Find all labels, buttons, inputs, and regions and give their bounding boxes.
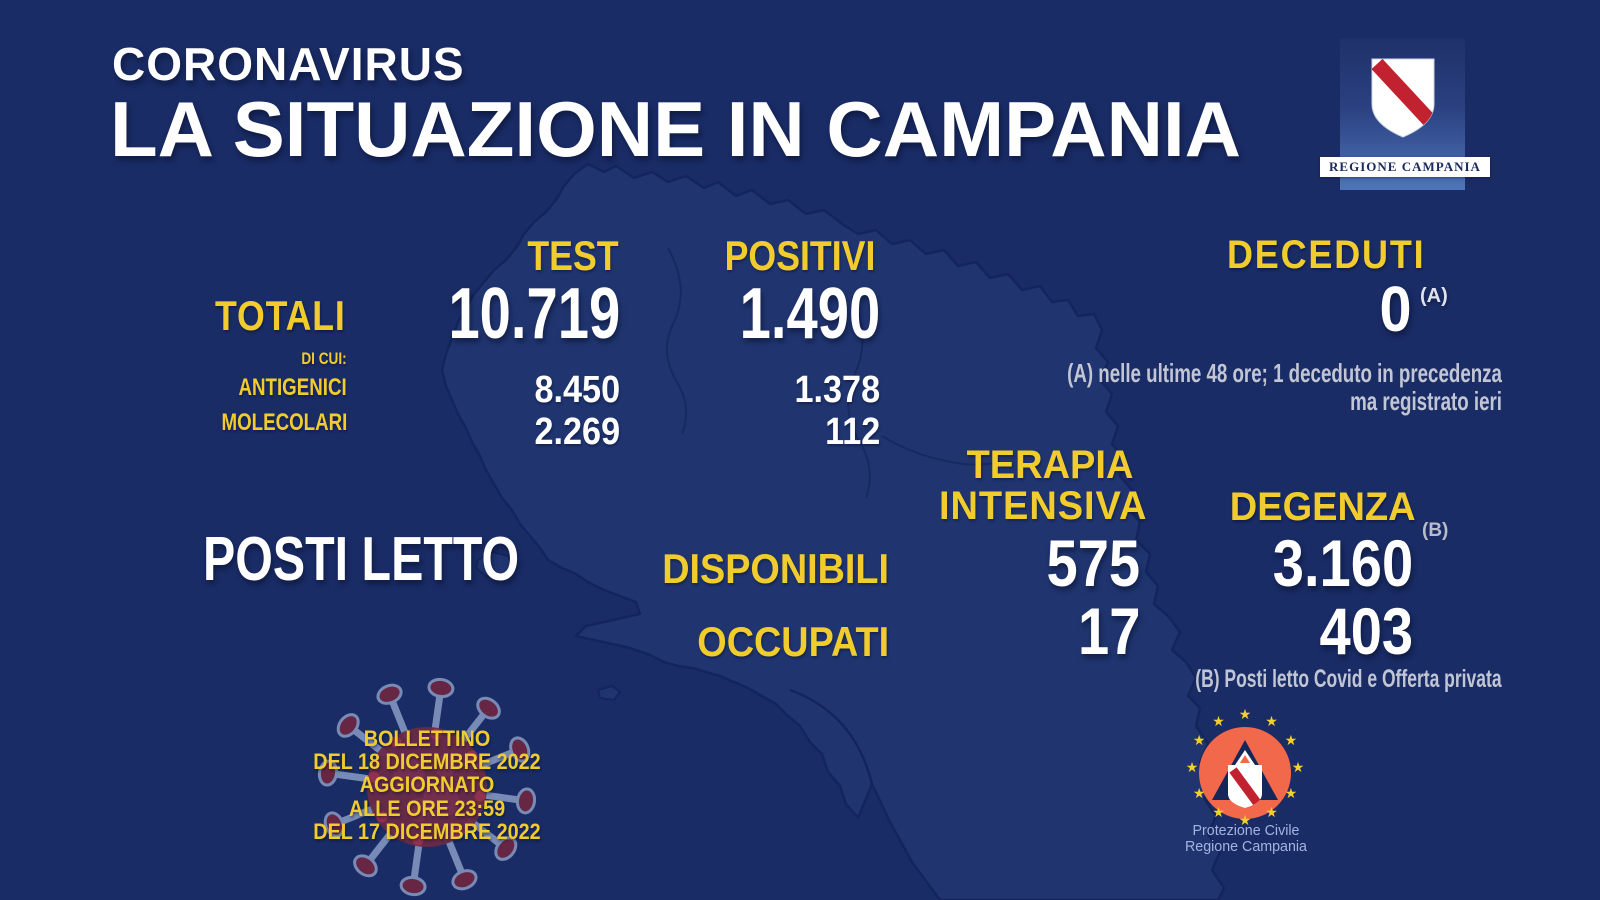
protezione-civile-label-line1: Protezione Civile bbox=[1192, 822, 1300, 839]
occupati-label: OCCUPATI bbox=[697, 618, 889, 665]
deceduti-value: 0 bbox=[1379, 273, 1412, 345]
bulletin-line3: AGGIORNATO bbox=[359, 772, 495, 797]
campania-map-outline bbox=[440, 162, 1226, 900]
occupati-terapia-value: 17 bbox=[1077, 594, 1140, 668]
di-cui-label: DI CUI: bbox=[301, 349, 347, 368]
terapia-intensiva-label-line1: TERAPIA bbox=[966, 443, 1134, 487]
ischia-island bbox=[474, 550, 514, 580]
bulletin-line2: DEL 18 DICEMBRE 2022 bbox=[313, 749, 541, 774]
svg-text:★: ★ bbox=[1292, 760, 1305, 776]
disponibili-degenza-value: 3.160 bbox=[1272, 526, 1413, 600]
protezione-civile-label-line2: Regione Campania bbox=[1184, 838, 1307, 855]
svg-text:★: ★ bbox=[1285, 786, 1298, 802]
virus-spikes bbox=[317, 677, 537, 897]
test-total-value: 10.719 bbox=[448, 274, 620, 354]
regione-campania-banner-label: REGIONE CAMPANIA bbox=[1329, 159, 1481, 174]
pc-stars: ★ ★ ★ ★ ★ ★ ★ ★ ★ ★ ★ ★ bbox=[1186, 707, 1305, 828]
positivi-molecolari-value: 112 bbox=[824, 411, 880, 453]
protezione-civile-logo: ★ ★ ★ ★ ★ ★ ★ ★ ★ ★ ★ ★ bbox=[1186, 707, 1305, 828]
virus-icon bbox=[317, 677, 537, 897]
antigenici-label: ANTIGENICI bbox=[238, 374, 347, 401]
virus-body bbox=[367, 727, 487, 847]
svg-text:★: ★ bbox=[1285, 733, 1298, 749]
regione-campania-banner: REGIONE CAMPANIA bbox=[1320, 157, 1490, 177]
beds-note: (B) Posti letto Covid e Offerta privata bbox=[1195, 665, 1502, 693]
bulletin-line1: BOLLETTINO bbox=[363, 726, 491, 751]
occupati-degenza-value: 403 bbox=[1319, 594, 1413, 668]
disponibili-terapia-value: 575 bbox=[1046, 526, 1140, 600]
province-border-2 bbox=[847, 295, 871, 499]
posti-letto-label: POSTI LETTO bbox=[203, 525, 520, 594]
svg-text:★: ★ bbox=[1193, 786, 1206, 802]
campania-cilento-coast bbox=[789, 688, 874, 785]
svg-text:★: ★ bbox=[1186, 760, 1199, 776]
terapia-intensiva-label-line2: INTENSIVA bbox=[939, 484, 1148, 528]
test-antigenici-value: 8.450 bbox=[534, 369, 620, 411]
title-line2: LA SITUAZIONE IN CAMPANIA bbox=[110, 85, 1241, 173]
positivi-column-label: POSITIVI bbox=[724, 232, 876, 279]
test-column-label: TEST bbox=[527, 232, 619, 279]
deceduti-footnote-mark: (A) bbox=[1420, 285, 1448, 307]
capri-island bbox=[596, 684, 622, 702]
test-molecolari-value: 2.269 bbox=[534, 411, 620, 453]
svg-text:★: ★ bbox=[1212, 805, 1225, 821]
svg-text:★: ★ bbox=[1193, 733, 1206, 749]
svg-text:★: ★ bbox=[1239, 707, 1252, 723]
bulletin-line5: DEL 17 DICEMBRE 2022 bbox=[313, 819, 541, 844]
svg-text:★: ★ bbox=[1212, 714, 1225, 730]
deceduti-note-line1: (A) nelle ultime 48 ore; 1 deceduto in p… bbox=[1067, 358, 1502, 388]
molecolari-label: MOLECOLARI bbox=[221, 409, 347, 436]
svg-text:★: ★ bbox=[1265, 805, 1278, 821]
disponibili-label: DISPONIBILI bbox=[662, 545, 889, 592]
positivi-antigenici-value: 1.378 bbox=[794, 369, 880, 411]
deceduti-note-line2: ma registrato ieri bbox=[1350, 386, 1502, 416]
deceduti-column-label: DECEDUTI bbox=[1227, 233, 1426, 277]
svg-text:★: ★ bbox=[1265, 714, 1278, 730]
province-border-1 bbox=[665, 247, 688, 435]
bulletin-line4: ALLE ORE 23:59 bbox=[348, 796, 506, 821]
regione-campania-shield-icon bbox=[1371, 58, 1435, 138]
positivi-total-value: 1.490 bbox=[739, 274, 880, 354]
degenza-footnote-mark: (B) bbox=[1422, 520, 1449, 541]
totali-label: TOTALI bbox=[215, 292, 346, 339]
degenza-label: DEGENZA bbox=[1230, 485, 1416, 529]
title-line1: CORONAVIRUS bbox=[112, 38, 465, 90]
svg-text:★: ★ bbox=[1239, 813, 1252, 828]
province-border-3 bbox=[881, 435, 1001, 466]
